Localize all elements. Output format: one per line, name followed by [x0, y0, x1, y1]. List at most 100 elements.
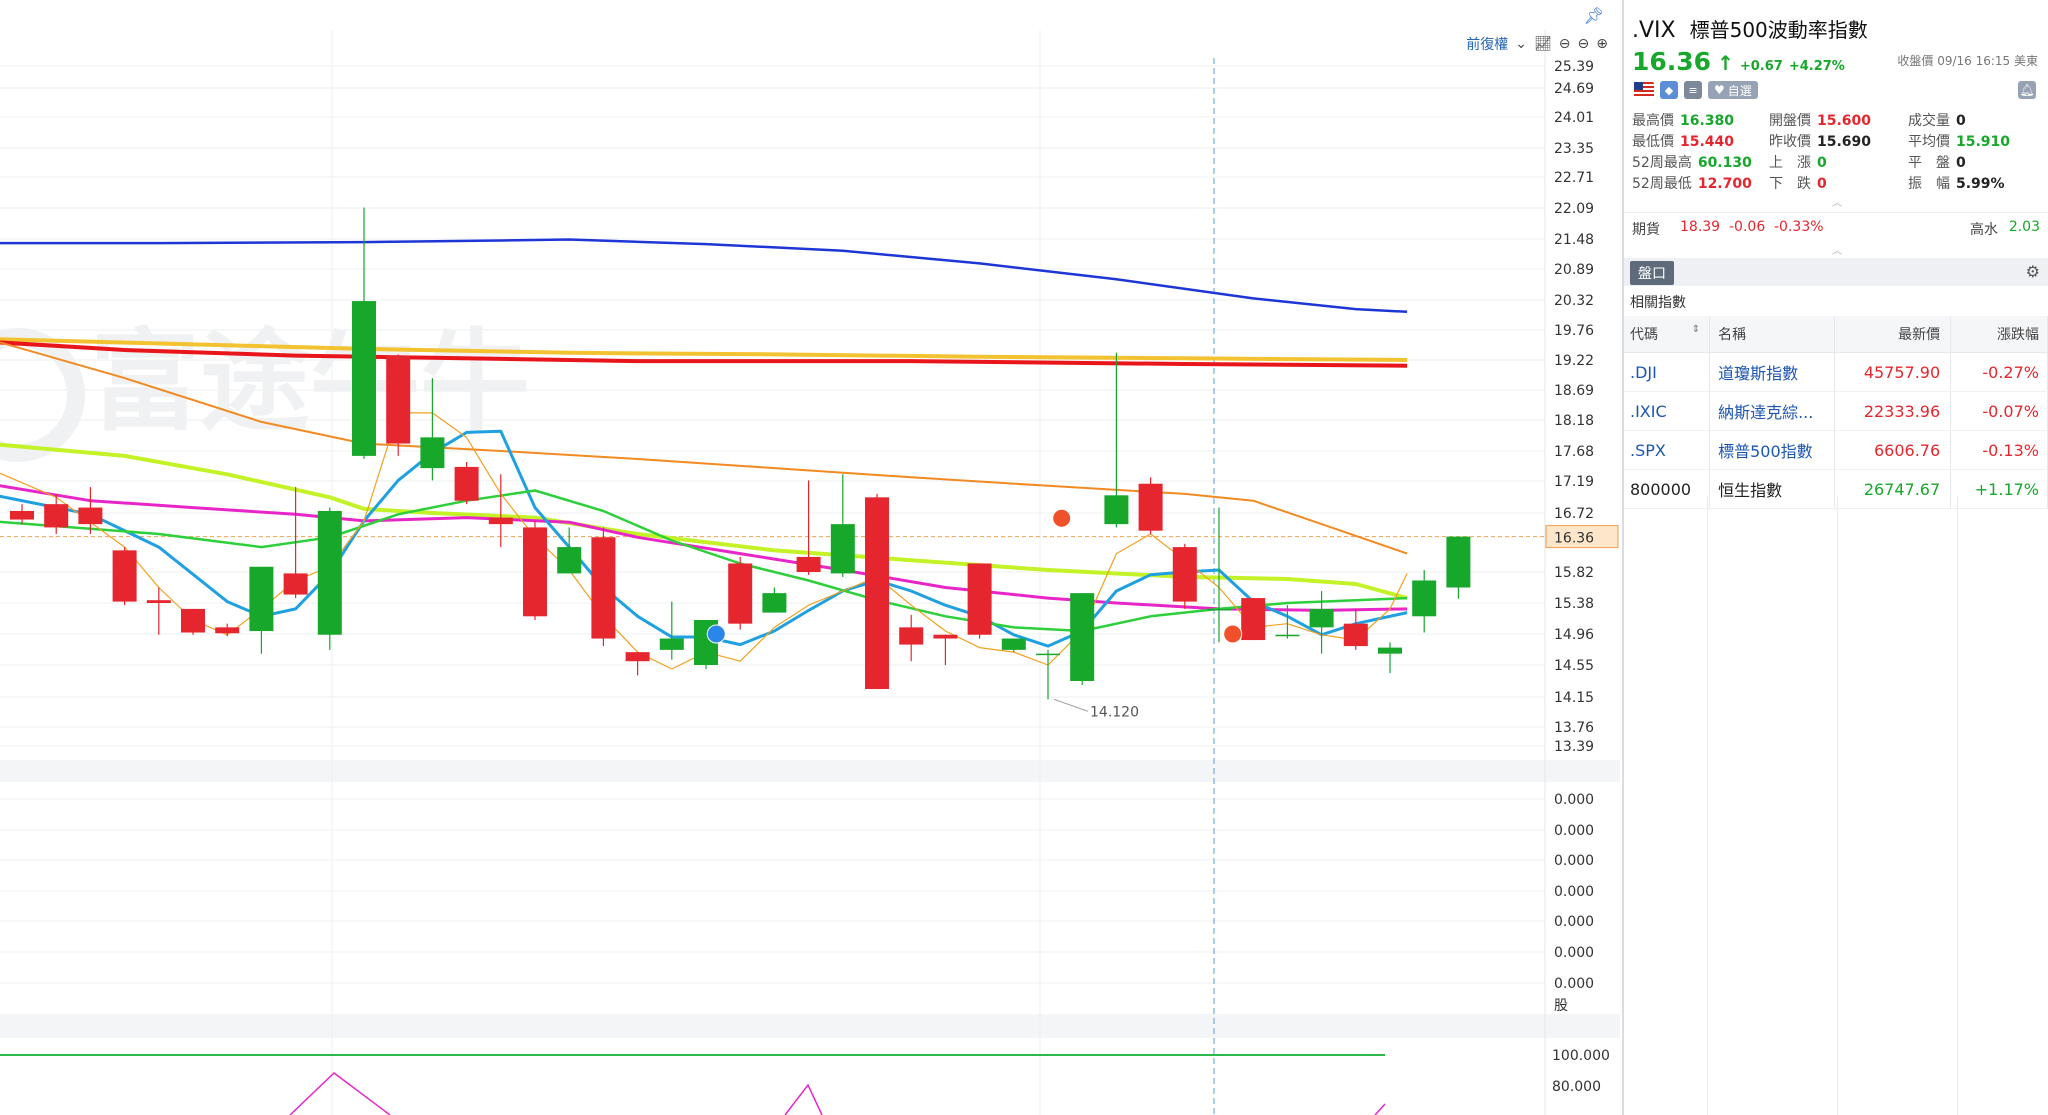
chart-canvas[interactable]: 富途牛牛 25.39 24.69 24.01 23.35 22.71 22.09 21.48 2… [0, 0, 1620, 1115]
indicator-icon[interactable]: 📈︎ [1534, 36, 1552, 52]
stat-value: 0 [1956, 155, 1966, 171]
y-axis-label: 19.22 [1554, 353, 1594, 369]
candle-body [967, 563, 992, 635]
stat-label: 上 漲 [1769, 155, 1811, 171]
heart-icon: ♥ [1714, 83, 1725, 97]
y-axis-label: 23.35 [1554, 141, 1594, 157]
related-pct: -0.27% [1950, 352, 2048, 392]
stat-item: 52周最低 12.700 [1632, 173, 1752, 193]
stat-label: 昨收價 [1769, 134, 1811, 150]
futures-label: 期貨 [1632, 222, 1660, 238]
candle-body [1070, 593, 1095, 681]
candle-body [1275, 634, 1300, 637]
related-title: 相關指數 [1630, 295, 1686, 311]
pin-icon[interactable]: 📌︎ [1583, 6, 1604, 25]
symbol-title: .VIX 標普500波動率指數 [1632, 14, 1868, 43]
us-flag-icon [1634, 82, 1654, 98]
related-row[interactable]: .DJI 道瓊斯指數 45757.90 -0.27% [1624, 352, 2048, 392]
candle-body [625, 652, 650, 662]
adjust-select[interactable]: 前復權 [1466, 37, 1509, 53]
stat-label: 下 跌 [1769, 176, 1811, 192]
col-code[interactable]: 代碼 ⇕ [1624, 316, 1711, 353]
futures-pct: -0.33% [1774, 219, 1824, 235]
price-change: +0.67 [1739, 59, 1783, 74]
y-axis-label: 17.68 [1554, 444, 1594, 460]
col-pct[interactable]: 漲跌幅 [1950, 316, 2048, 353]
stat-label: 平均價 [1908, 134, 1950, 150]
volume-axis-label: 0.000 [1554, 792, 1594, 808]
related-row[interactable]: 800000 恒生指數 26747.67 +1.17% [1624, 469, 2048, 509]
stat-value: 15.690 [1817, 134, 1872, 150]
candle-body [386, 355, 411, 444]
stat-item: 52周最高 60.130 [1632, 152, 1752, 172]
tag-icon[interactable]: ◆ [1660, 81, 1678, 99]
stat-label: 52周最低 [1632, 176, 1692, 192]
sort-icon[interactable]: ⇕ [1691, 324, 1701, 335]
y-axis-label: 16.72 [1554, 506, 1594, 522]
candle-body [523, 527, 547, 617]
candle-body [1001, 638, 1026, 650]
candle-body [352, 301, 376, 456]
y-axis-label: 14.55 [1554, 658, 1594, 674]
panel-tabbar: 盤口 ⚙ [1624, 258, 2048, 286]
related-row[interactable]: .IXIC 納斯達克綜... 22333.96 -0.07% [1624, 391, 2048, 431]
candle-body [762, 593, 787, 613]
oscillator-line [1374, 1103, 1386, 1115]
collapse-chevron-icon-2[interactable]: ︿ [1832, 246, 1842, 257]
y-axis-label: 20.89 [1554, 262, 1594, 278]
stat-item: 昨收價 15.690 [1769, 131, 1871, 151]
related-code: .IXIC [1624, 391, 1711, 431]
col-name[interactable]: 名稱 [1709, 316, 1836, 353]
stat-item: 成交量 0 [1908, 110, 1966, 130]
kline-chart[interactable]: 富途牛牛 25.39 24.69 24.01 23.35 22.71 22.09 21.48 2… [0, 0, 1620, 1115]
zoom-out-icon[interactable]: ⊖ [1577, 36, 1590, 52]
candle-body [146, 600, 171, 603]
tag-row: ◆ ≡ ♥ 自選 [1634, 81, 1758, 99]
chart-separator [0, 1014, 1620, 1038]
candle-body [454, 466, 479, 501]
stat-label: 成交量 [1908, 113, 1950, 129]
futures-change: -0.06 [1729, 219, 1766, 235]
grid-divider [1837, 496, 1838, 1115]
stat-value: 0 [1956, 113, 1966, 129]
watermark-logo-icon [0, 328, 85, 462]
gear-icon[interactable]: ⚙ [2025, 262, 2040, 281]
chevron-down-icon[interactable]: ⌄ [1515, 36, 1528, 52]
candle-body [557, 547, 582, 574]
candle-body [1378, 647, 1402, 654]
volume-axis-label: 0.000 [1554, 823, 1594, 839]
candle-body [728, 563, 753, 624]
related-code: .DJI [1624, 352, 1711, 392]
candle-body [865, 497, 889, 689]
related-row[interactable]: .SPX 標普500指數 6606.76 -0.13% [1624, 430, 2048, 470]
col-price[interactable]: 最新價 [1834, 316, 1952, 353]
stat-value: 15.600 [1817, 113, 1872, 129]
candle-body [488, 517, 513, 525]
candle-body [1412, 580, 1437, 617]
tab-orderbook[interactable]: 盤口 [1630, 261, 1674, 285]
stat-value: 16.380 [1680, 113, 1735, 129]
chart-toolbar: 前復權 ⌄ 📈︎ ⊖ ⊖ ⊕ [1466, 34, 1608, 54]
zoom-in-icon[interactable]: ⊕ [1596, 36, 1608, 52]
related-name: 恒生指數 [1709, 469, 1836, 509]
candle-body [420, 437, 445, 469]
bell-icon[interactable]: 🔔︎ [2018, 81, 2036, 99]
candle-body [1138, 483, 1163, 531]
add-favorite-button[interactable]: ♥ 自選 [1708, 81, 1758, 99]
note-icon[interactable]: ≡ [1684, 81, 1702, 99]
stat-item: 最低價 15.440 [1632, 131, 1734, 151]
chart-separator [0, 760, 1620, 782]
candle-body [1104, 495, 1129, 525]
collapse-chevron-icon[interactable]: ︿ [1832, 198, 1842, 209]
volume-unit: 股 [1554, 998, 1568, 1014]
minimize-icon[interactable]: ⊖ [1558, 36, 1571, 52]
candle-body [1172, 547, 1197, 602]
related-pct: -0.13% [1950, 430, 2048, 470]
volume-axis-label: 0.000 [1554, 853, 1594, 869]
y-axis-label: 17.19 [1554, 474, 1594, 490]
candle-body [659, 638, 684, 650]
ma-line [0, 337, 1408, 362]
candle-body [1207, 608, 1231, 611]
stat-item: 平 盤 0 [1908, 152, 1966, 172]
related-name: 道瓊斯指數 [1709, 352, 1836, 392]
